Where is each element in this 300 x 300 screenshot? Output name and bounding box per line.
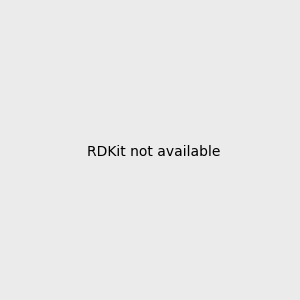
Text: RDKit not available: RDKit not available (87, 145, 220, 158)
